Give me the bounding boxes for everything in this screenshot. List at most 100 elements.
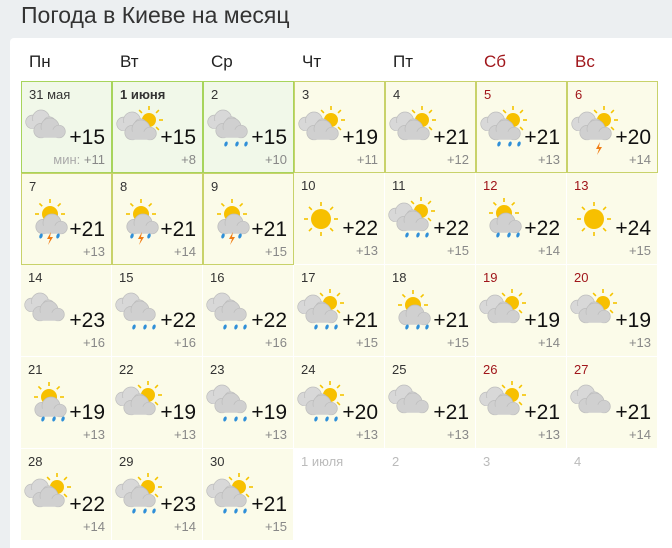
day-date: 10 [301,178,316,193]
min-temperature: +15 [356,335,378,350]
sun-icon [304,202,338,236]
calendar-day[interactable]: 31 мая +15 мин: +11 [21,81,112,173]
day-date: 11 [392,178,406,193]
min-value: +15 [355,335,378,350]
day-date: 29 [119,454,134,469]
cloudy-rain-icon [206,292,247,330]
min-temperature: +13 [629,335,651,350]
cloudy-rain-icon [207,109,248,147]
min-temperature: +14 [629,427,651,442]
day-date: 2 [211,87,219,102]
day-date: 24 [301,362,316,377]
min-temperature: +14 [174,244,196,259]
calendar-day[interactable]: 8 +21 +14 [112,173,203,265]
max-temperature: +21 [251,218,287,241]
weekday-header: Вт [120,52,139,71]
min-temperature: +14 [538,335,560,350]
max-temperature: +19 [251,401,287,424]
min-value: +13 [173,427,196,442]
calendar-day[interactable]: 14 +23 +16 [21,265,112,357]
partly-cloudy-icon [115,381,162,416]
calendar-day[interactable]: 10 +22 +13 [294,173,385,265]
day-date: 23 [210,362,225,377]
calendar-day[interactable]: 11 +22 +15 [385,173,476,265]
calendar-day[interactable]: 24 +20 +13 [294,357,385,449]
min-temperature: +13 [447,427,469,442]
calendar-day[interactable]: 30 +21 +15 [203,449,294,541]
day-date: 8 [120,179,128,194]
calendar-day[interactable]: 12 +22 +14 [476,173,567,265]
calendar-day-empty: 2 [385,449,476,541]
day-date: 9 [211,179,219,194]
min-value: +16 [264,335,287,350]
cloudy-icon [570,384,611,414]
calendar-day[interactable]: 16 +22 +16 [203,265,294,357]
calendar-day[interactable]: 29 +23 +14 [112,449,203,541]
partly-cloudy-rain-icon [115,473,162,514]
calendar-day[interactable]: 1 июня +15 +8 [112,81,203,173]
calendar-day[interactable]: 15 +22 +16 [112,265,203,357]
day-date: 13 [574,178,589,193]
day-date: 18 [392,270,407,285]
max-temperature: +21 [524,401,560,424]
max-temperature: +19 [615,309,651,332]
calendar-day[interactable]: 7 +21 +13 [21,173,112,265]
min-temperature: +16 [265,335,287,350]
day-date: 26 [483,362,498,377]
day-date: 27 [574,362,589,377]
day-date: 20 [574,270,589,285]
sun-cloud-rain-icon [34,382,67,422]
sun-cloud-thunderstorm-icon [35,199,68,245]
min-temperature: мин: +11 [53,152,105,167]
min-value: +14 [537,335,560,350]
calendar-day[interactable]: 13 +24 +15 [567,173,658,265]
day-date: 1 июля [301,454,344,469]
max-temperature: +21 [433,126,469,149]
sun-icon [577,202,611,236]
weekday-header: Чт [302,52,322,71]
calendar-day[interactable]: 27 +21 +14 [567,357,658,449]
calendar-day[interactable]: 5 +21 +13 [476,81,567,173]
max-temperature: +23 [160,493,196,516]
calendar-day[interactable]: 9 +21 +15 [203,173,294,265]
calendar-day[interactable]: 19 +19 +14 [476,265,567,357]
max-temperature: +21 [251,493,287,516]
weekday-header: Пн [29,52,51,71]
min-value: +11 [83,152,105,167]
calendar-day[interactable]: 4 +21 +12 [385,81,476,173]
calendar-day[interactable]: 3 +19 +11 [294,81,385,173]
calendar-day[interactable]: 18 +21 +15 [385,265,476,357]
min-temperature: +16 [174,335,196,350]
min-temperature: +14 [174,519,196,534]
min-value: +14 [537,243,560,258]
calendar-day[interactable]: 25 +21 +13 [385,357,476,449]
max-temperature: +19 [160,401,196,424]
day-date: 4 [574,454,582,469]
min-temperature: +11 [357,152,378,167]
partly-cloudy-rain-icon [297,289,344,330]
calendar-day[interactable]: 2 +15 +10 [203,81,294,173]
min-value: +13 [355,243,378,258]
min-temperature: +13 [174,427,196,442]
partly-cloudy-thunder-icon [571,106,618,155]
calendar-day[interactable]: 26 +21 +13 [476,357,567,449]
min-temperature: +15 [447,243,469,258]
calendar-day[interactable]: 17 +21 +15 [294,265,385,357]
calendar-day[interactable]: 21 +19 +13 [21,357,112,449]
day-date: 2 [392,454,400,469]
min-temperature: +10 [265,152,287,167]
calendar-day[interactable]: 23 +19 +13 [203,357,294,449]
calendar-day[interactable]: 6 +20 +14 [567,81,658,173]
calendar-day[interactable]: 28 +22 +14 [21,449,112,541]
calendar-day[interactable]: 22 +19 +13 [112,357,203,449]
calendar-day-empty: 3 [476,449,567,541]
min-value: +14 [82,519,105,534]
max-temperature: +19 [69,401,105,424]
max-temperature: +15 [160,126,196,149]
calendar-day[interactable]: 20 +19 +13 [567,265,658,357]
min-temperature: +13 [265,427,287,442]
min-value: +14 [628,152,651,167]
day-date: 30 [210,454,225,469]
min-temperature: +12 [447,152,469,167]
min-value: +13 [537,152,560,167]
